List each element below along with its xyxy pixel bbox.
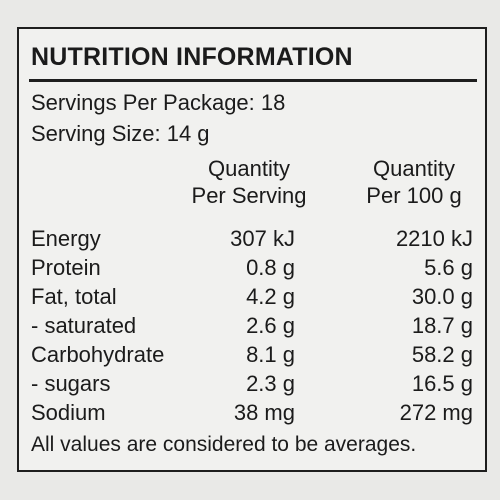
table-row: Energy 307 kJ 2210 kJ bbox=[19, 226, 485, 255]
nutrient-name: - saturated bbox=[31, 313, 137, 338]
per-100g-value: 30.0 g bbox=[411, 284, 473, 309]
per-serving-value: 2.6 g bbox=[246, 313, 295, 338]
per-100g-value: 5.6 g bbox=[424, 255, 473, 280]
nutrition-panel: NUTRITION INFORMATION Servings Per Packa… bbox=[17, 27, 487, 472]
column-header-line: Quantity bbox=[208, 156, 290, 181]
per-serving-value: 4.2 g bbox=[246, 284, 295, 309]
per-100g-value: 16.5 g bbox=[411, 371, 473, 396]
per-100g-value: 58.2 g bbox=[411, 342, 473, 367]
per-serving-value: 2.3 g bbox=[246, 371, 295, 396]
table-row: Protein 0.8 g 5.6 g bbox=[19, 255, 485, 284]
nutrient-name: - sugars bbox=[31, 371, 111, 396]
per-serving-value: 8.1 g bbox=[246, 342, 295, 367]
column-header-line: Quantity bbox=[373, 156, 455, 181]
table-row: Carbohydrate 8.1 g 58.2 g bbox=[19, 342, 485, 371]
column-header-line: Per 100 g bbox=[366, 183, 462, 208]
table-row: Fat, total 4.2 g 30.0 g bbox=[19, 284, 485, 313]
per-100g-value: 272 mg bbox=[399, 400, 473, 425]
per-serving-value: 0.8 g bbox=[246, 255, 295, 280]
per-serving-value: 307 kJ bbox=[230, 226, 295, 251]
title-rule bbox=[29, 79, 477, 82]
serving-size: Serving Size: 14 g bbox=[31, 121, 210, 146]
table-row: - sugars 2.3 g 16.5 g bbox=[19, 371, 485, 400]
table-row: Sodium 38 mg 272 mg bbox=[19, 400, 485, 429]
nutrient-name: Sodium bbox=[31, 400, 106, 425]
table-row: - saturated 2.6 g 18.7 g bbox=[19, 313, 485, 342]
servings-per-package: Servings Per Package: 18 bbox=[31, 90, 286, 115]
column-header-per-100g: Quantity Per 100 g bbox=[349, 155, 479, 209]
per-serving-value: 38 mg bbox=[233, 400, 295, 425]
nutrient-name: Fat, total bbox=[31, 284, 117, 309]
nutrient-name: Carbohydrate bbox=[31, 342, 165, 367]
column-header-line: Per Serving bbox=[191, 183, 307, 208]
per-100g-value: 18.7 g bbox=[411, 313, 473, 338]
panel-title: NUTRITION INFORMATION bbox=[31, 43, 353, 71]
nutrient-name: Energy bbox=[31, 226, 101, 251]
column-header-per-serving: Quantity Per Serving bbox=[169, 155, 329, 209]
nutrient-name: Protein bbox=[31, 255, 101, 280]
averages-footnote: All values are considered to be averages… bbox=[31, 433, 417, 456]
per-100g-value: 2210 kJ bbox=[395, 226, 473, 251]
